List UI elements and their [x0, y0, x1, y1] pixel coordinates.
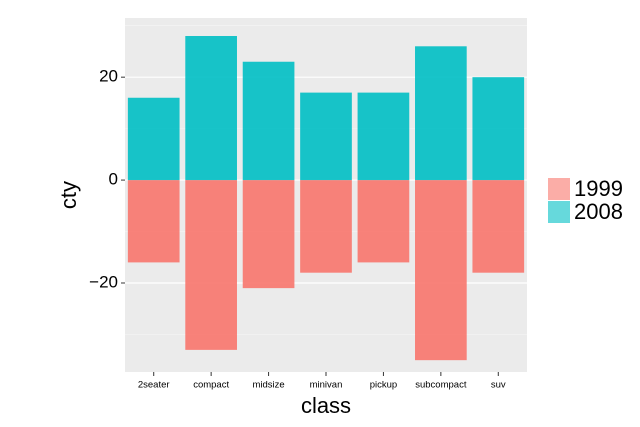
bars — [127, 36, 525, 361]
y-tick-label: 0 — [109, 170, 118, 189]
bar — [357, 92, 410, 181]
x-tick-label: 2seater — [138, 380, 170, 391]
bar — [472, 77, 525, 181]
bar — [472, 180, 525, 273]
legend-label: 2008 — [574, 199, 623, 224]
bar — [357, 180, 410, 263]
bar — [185, 36, 237, 181]
bar — [185, 180, 237, 350]
y-tick-label: −20 — [89, 272, 118, 291]
x-axis-title: class — [301, 393, 351, 418]
y-tick-label: 20 — [99, 67, 118, 86]
bar — [242, 180, 295, 289]
x-tick-label: midsize — [252, 380, 284, 391]
y-axis-title: cty — [56, 181, 81, 209]
legend-label: 1999 — [574, 176, 623, 201]
x-tick-label: subcompact — [415, 380, 467, 391]
bar — [127, 180, 180, 263]
bar — [415, 46, 467, 181]
bar — [300, 180, 352, 273]
bar — [300, 92, 352, 181]
legend-key — [548, 201, 570, 223]
legend-key — [548, 178, 570, 200]
x-tick-label: suv — [491, 380, 506, 391]
bar — [127, 97, 180, 181]
x-tick-label: minivan — [310, 380, 343, 391]
x-tick-label: pickup — [370, 380, 397, 391]
bar — [242, 61, 295, 181]
x-tick-label: compact — [193, 380, 229, 391]
bar — [415, 180, 467, 361]
